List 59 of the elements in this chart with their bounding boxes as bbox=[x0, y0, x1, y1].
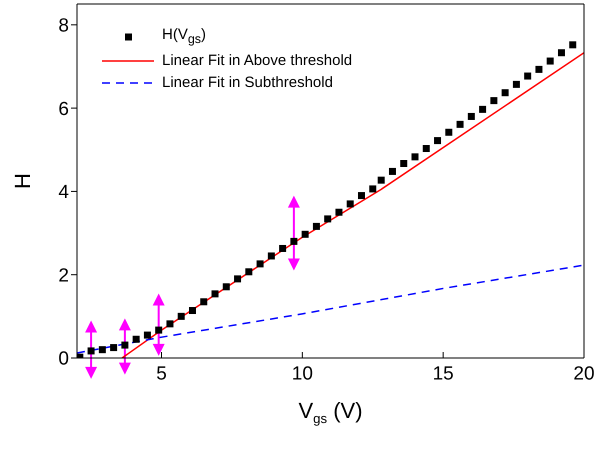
legend-label: H(V$_{gs}$) bbox=[162, 25, 206, 48]
point bbox=[335, 208, 342, 216]
y-tick-label: 0 bbox=[58, 348, 69, 370]
point bbox=[268, 252, 275, 260]
x-tick-label: 15 bbox=[432, 363, 454, 384]
point bbox=[222, 283, 230, 290]
point bbox=[234, 275, 242, 282]
y-tick-label: 2 bbox=[58, 265, 69, 286]
point bbox=[98, 346, 106, 354]
point bbox=[445, 128, 452, 136]
y-axis-title: H bbox=[10, 173, 35, 189]
point bbox=[558, 49, 565, 56]
point bbox=[456, 120, 464, 128]
point bbox=[369, 185, 376, 192]
y-tick-label: 6 bbox=[58, 98, 69, 120]
point bbox=[178, 312, 185, 320]
point bbox=[155, 326, 162, 334]
point bbox=[200, 298, 208, 306]
point bbox=[346, 200, 354, 208]
point bbox=[546, 58, 554, 65]
point bbox=[144, 332, 151, 339]
line-series bbox=[121, 52, 584, 358]
point bbox=[400, 160, 408, 168]
y-tick-label: 8 bbox=[58, 16, 69, 37]
x-tick-label: 5 bbox=[156, 363, 167, 384]
point bbox=[479, 106, 486, 113]
point bbox=[358, 192, 365, 200]
point bbox=[312, 222, 320, 230]
point bbox=[88, 347, 95, 354]
legend-label: Linear Fit in Subthreshold bbox=[162, 73, 333, 93]
point bbox=[302, 230, 309, 238]
legend-label: Linear Fit in Above threshold bbox=[162, 51, 352, 71]
point bbox=[524, 72, 532, 80]
point bbox=[422, 145, 430, 152]
point bbox=[502, 89, 509, 96]
point bbox=[434, 137, 442, 144]
x-tick-label: 10 bbox=[292, 363, 313, 384]
point bbox=[324, 215, 332, 222]
point bbox=[412, 153, 418, 160]
y-tick-label: 4 bbox=[58, 182, 70, 204]
point bbox=[279, 244, 286, 252]
point bbox=[212, 290, 219, 298]
point bbox=[388, 168, 396, 175]
point bbox=[132, 336, 140, 343]
point bbox=[188, 307, 196, 314]
x-axis-title: V$_{gs}$ (V) bbox=[298, 398, 363, 426]
point bbox=[256, 260, 264, 268]
point bbox=[490, 97, 498, 104]
point bbox=[468, 112, 475, 120]
point bbox=[166, 320, 174, 328]
point bbox=[512, 80, 520, 88]
point bbox=[569, 41, 576, 48]
point bbox=[121, 342, 128, 349]
x-tick-label: 20 bbox=[573, 363, 595, 384]
point bbox=[245, 268, 252, 276]
point bbox=[110, 344, 118, 352]
point bbox=[535, 66, 542, 73]
point bbox=[378, 176, 385, 184]
point bbox=[290, 238, 298, 245]
